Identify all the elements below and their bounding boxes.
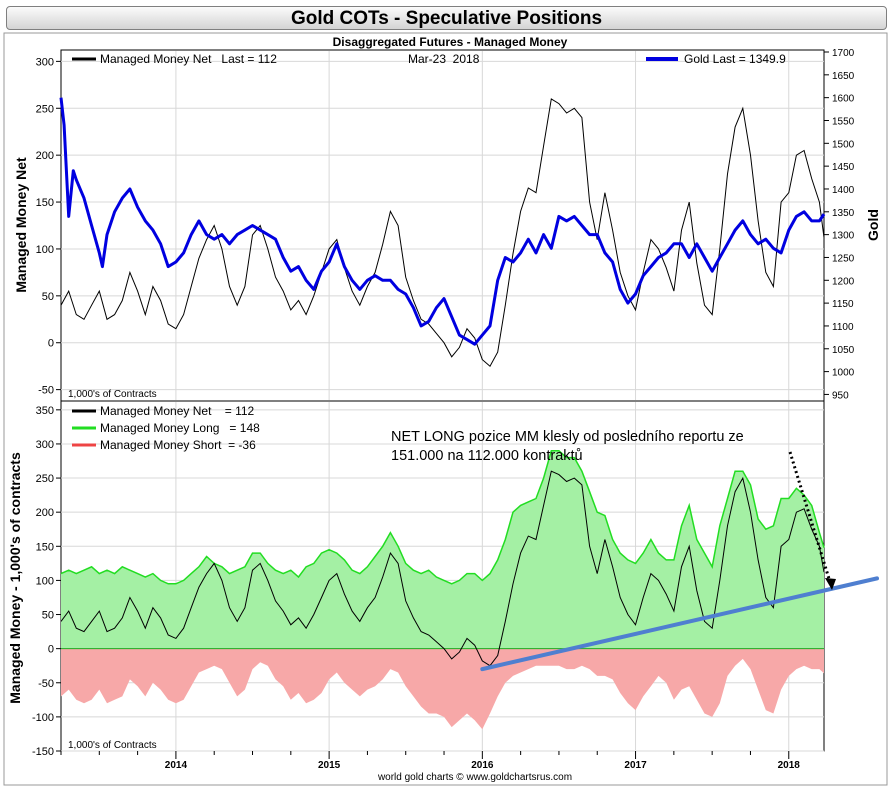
top-left-tick-label-150: 150 — [36, 197, 54, 209]
legend2-net-label: Managed Money Net = 112 — [100, 404, 255, 418]
top-right-tick-label-1000: 1000 — [832, 368, 855, 379]
annotation-line-2: 151.000 na 112.000 kontraktů — [391, 448, 583, 464]
annotation-line-1: NET LONG pozice MM klesly od posledního … — [391, 429, 744, 445]
date-label: Mar-23 2018 — [408, 52, 480, 66]
top-right-tick-label-1250: 1250 — [832, 253, 855, 264]
top-ylabel-left: Managed Money Net — [13, 157, 29, 293]
top-right-tick-label-1700: 1700 — [832, 48, 855, 59]
x-tick-label-2014: 2014 — [165, 760, 188, 771]
short-area — [61, 648, 824, 730]
x-tick-label-2017: 2017 — [624, 760, 647, 771]
top-units-note: 1,000's of Contracts — [68, 389, 157, 400]
bottom-tick-label-250: 250 — [36, 473, 54, 485]
chart-subtitle: Disaggregated Futures - Managed Money — [333, 35, 568, 49]
legend2-long-label: Managed Money Long = 148 — [100, 421, 260, 435]
top-right-tick-label-1050: 1050 — [832, 345, 855, 356]
top-left-tick-label-50: 50 — [42, 291, 54, 303]
x-tick-label-2018: 2018 — [778, 760, 801, 771]
top-gold-line — [59, 97, 826, 346]
bottom-tick-label-350: 350 — [36, 405, 54, 417]
top-right-tick-label-1150: 1150 — [832, 299, 854, 310]
long-area — [61, 450, 824, 649]
bottom-ylabel: Managed Money - 1,000's of contracts — [7, 452, 23, 704]
bottom-tick-label--50: -50 — [38, 678, 54, 690]
top-right-tick-label-1350: 1350 — [832, 208, 855, 219]
chart-title: Gold COTs - Speculative Positions — [290, 8, 603, 29]
top-right-tick-label-1400: 1400 — [832, 185, 855, 196]
top-right-tick-label-1650: 1650 — [832, 71, 855, 82]
top-series — [59, 97, 826, 367]
bottom-tick-label--150: -150 — [32, 746, 54, 758]
top-left-tick-label-250: 250 — [36, 103, 54, 115]
title-bar: Gold COTs - Speculative Positions — [6, 6, 887, 30]
top-right-tick-label-950: 950 — [832, 390, 849, 401]
top-left-tick-label-300: 300 — [36, 56, 54, 68]
bottom-net-line — [60, 470, 825, 667]
top-left-tick-label-0: 0 — [48, 338, 54, 350]
top-left-tick-label-100: 100 — [36, 244, 54, 256]
x-tick-label-2016: 2016 — [471, 760, 494, 771]
top-right-tick-label-1300: 1300 — [832, 231, 855, 242]
x-tick-label-2015: 2015 — [318, 760, 341, 771]
bottom-tick-label--100: -100 — [32, 712, 54, 724]
legend-gold-label: Gold Last = 1349.9 — [684, 52, 786, 66]
top-net-line — [60, 98, 825, 367]
bottom-tick-label-100: 100 — [36, 575, 54, 587]
bottom-tick-label-150: 150 — [36, 541, 54, 553]
top-right-tick-label-1200: 1200 — [832, 276, 855, 287]
top-right-tick-label-1500: 1500 — [832, 139, 855, 150]
bottom-tick-label-50: 50 — [42, 610, 54, 622]
outer-border — [3, 32, 888, 786]
bottom-tick-label-300: 300 — [36, 439, 54, 451]
annotation-arrowhead — [825, 578, 836, 590]
top-right-tick-label-1450: 1450 — [832, 162, 855, 173]
long-line — [60, 450, 825, 585]
annotation-text: NET LONG pozice MM klesly od posledního … — [391, 429, 748, 464]
bottom-units-note: 1,000's of Contracts — [68, 740, 157, 751]
top-left-tick-label--50: -50 — [38, 385, 54, 397]
top-ylabel-right: Gold — [865, 209, 881, 241]
top-right-tick-label-1100: 1100 — [832, 322, 854, 333]
legend-net-label: Managed Money Net Last = 112 — [100, 52, 277, 66]
bottom-tick-label-0: 0 — [48, 644, 54, 656]
trend-line — [480, 576, 879, 672]
bottom-tick-label-200: 200 — [36, 507, 54, 519]
axes: 2014 2015 2016 2017 2018 -50 0 50 100 150 200 250 30… — [32, 48, 855, 771]
top-left-tick-label-200: 200 — [36, 150, 54, 162]
footer-credit: world gold charts © www.goldchartsrus.co… — [377, 772, 572, 783]
bottom-series — [60, 450, 879, 730]
top-right-tick-label-1600: 1600 — [832, 94, 855, 105]
legend2-short-label: Managed Money Short = -36 — [100, 438, 256, 452]
top-right-tick-label-1550: 1550 — [832, 116, 855, 127]
